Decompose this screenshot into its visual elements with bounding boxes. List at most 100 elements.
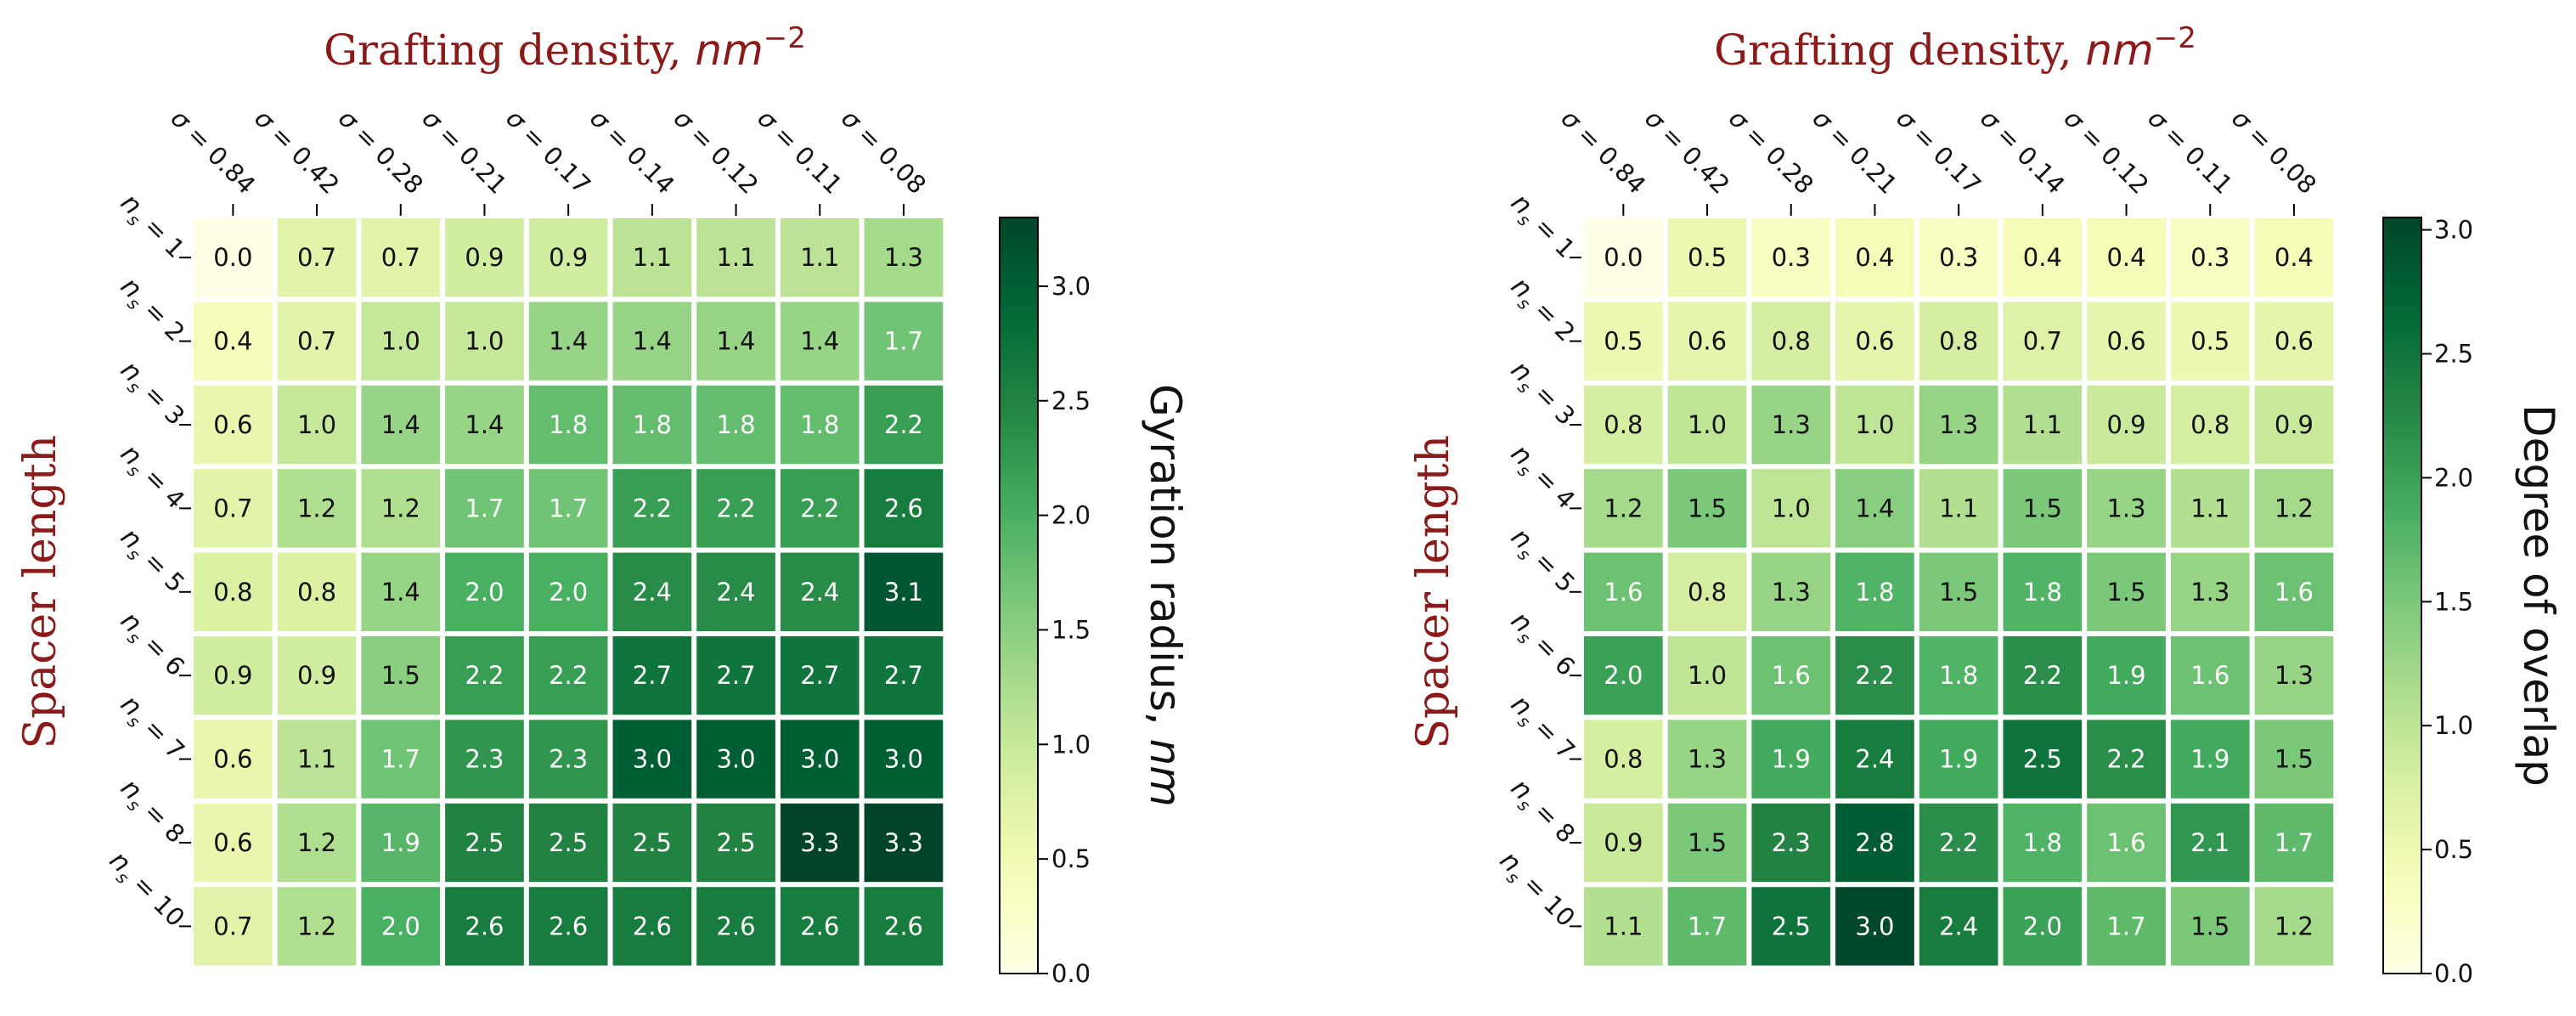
x-tick-label: σ = 0.12 [2059,104,2155,200]
y-tick-label: ns = 10 [100,845,191,936]
heatmap-cell [612,636,692,715]
heatmap-cell [2170,803,2250,883]
cell-value-label: 1.6 [1604,578,1643,607]
heatmap-cell [1584,720,1663,799]
heatmap-cell [277,302,357,381]
colorbar-tick-label: 1.0 [2434,711,2473,740]
heatmap-panel-2: Grafting density, nm−2 Spacer length 0.0 0.… [1408,21,2563,988]
heatmap-cell [612,385,692,465]
heatmap-cell [277,720,357,799]
cell-value-label: 2.2 [1939,828,1978,857]
heatmap-cell [864,385,944,465]
heatmap-cell [1667,636,1747,715]
heatmap-cell [2003,636,2083,715]
cell-value-label: 0.3 [1939,243,1978,272]
cell-value-label: 1.1 [1939,494,1978,522]
cell-value-label: 1.4 [465,410,504,439]
x-tick-label: σ = 0.14 [1975,104,2071,200]
cell-value-label: 1.3 [1772,410,1811,439]
heatmap-cell [612,552,692,631]
heatmap-cell [194,385,273,465]
heatmap-cell [445,887,524,966]
heatmap-cell [445,720,524,799]
heatmap-cell [1919,385,1998,465]
heatmap-cell [445,552,524,631]
cell-value-label: 1.5 [2023,494,2062,522]
cell-value-label: 1.4 [633,327,672,356]
cell-value-label: 2.2 [633,494,672,522]
heatmap-cell [445,302,524,381]
cell-value-label: 0.6 [1688,327,1727,356]
cell-value-label: 2.5 [633,828,672,857]
cell-value-label: 2.5 [716,828,755,857]
cell-value-label: 1.3 [1772,578,1811,607]
heatmap-cell [696,302,775,381]
cell-value-label: 2.0 [2023,912,2062,940]
x-tick-label: σ = 0.84 [1556,104,1652,200]
x-tick-value: = 0.84 [177,115,262,200]
cell-value-label: 0.8 [1604,410,1643,439]
cell-value-label: 1.1 [800,243,839,272]
cell-value-label: 1.9 [381,828,420,857]
y-tick-label: ns = 10 [1491,845,1581,936]
cell-value-label: 0.6 [213,745,252,774]
heatmap-cell [361,385,441,465]
heatmap-cell [361,803,441,883]
heatmap-cell [1667,803,1747,883]
cell-value-label: 1.3 [1688,745,1727,774]
heatmap-cell [1751,803,1831,883]
x-tick-value: = 0.28 [344,115,429,200]
heatmap-cell [1919,302,1998,381]
cell-value-label: 2.6 [549,912,588,940]
heatmap-cell [780,469,860,548]
colorbar-tick-label: 1.5 [1051,615,1091,644]
y-tick-label: ns = 6 [111,606,191,686]
colorbar-tick-label: 0.0 [1051,959,1091,988]
heatmap-cell [2254,385,2334,465]
cell-value-label: 1.8 [633,410,672,439]
heatmap-cell [1667,469,1747,548]
cell-value-label: 1.6 [2274,578,2314,607]
heatmap-cell [612,803,692,883]
cell-value-label: 0.7 [297,327,336,356]
cell-value-label: 1.5 [2106,578,2145,607]
heatmap-cell [864,803,944,883]
y-tick-label: ns = 8 [111,773,191,853]
chart-title-unit: nm [2085,25,2153,75]
y-tick-label: ns = 5 [1502,522,1581,601]
x-tick-value: = 0.11 [763,115,848,200]
cell-value-label: 1.1 [716,243,755,272]
y-tick-label: ns = 7 [111,689,191,769]
heatmap-cell [1835,887,1914,966]
cell-value-label: 1.4 [716,327,755,356]
heatmap-cell [361,302,441,381]
x-tick-value: = 0.21 [428,115,513,200]
heatmap-cell [2170,720,2250,799]
cell-value-label: 0.8 [2190,410,2229,439]
x-tick-label: σ = 0.14 [584,104,680,200]
cell-value-label: 2.4 [1855,745,1894,774]
cell-value-label: 2.8 [1855,828,1894,857]
x-tick-label: σ = 0.28 [333,104,429,200]
x-tick-value: = 0.08 [2237,115,2322,200]
cell-value-label: 0.9 [213,661,252,690]
cell-value-label: 1.4 [381,578,420,607]
cell-value-label: 0.4 [2106,243,2145,272]
y-tick-label: ns = 2 [111,271,191,351]
heatmap-cell [277,469,357,548]
cell-value-label: 1.4 [549,327,588,356]
cell-value-label: 1.6 [2106,828,2145,857]
y-tick-label: ns = 5 [111,522,191,601]
cell-value-label: 0.8 [1772,327,1811,356]
cell-value-label: 1.8 [2023,578,2062,607]
x-tick-label: σ = 0.21 [417,104,513,200]
cell-value-label: 1.3 [2190,578,2229,607]
cell-value-label: 1.0 [465,327,504,356]
heatmap-cell [696,720,775,799]
heatmap-cell [1667,218,1747,297]
heatmap-cell [1835,720,1914,799]
chart-title-unit: nm [695,25,763,75]
heatmap-cell [2170,385,2250,465]
cell-value-label: 1.5 [1688,494,1727,522]
cell-value-label: 0.6 [1855,327,1894,356]
